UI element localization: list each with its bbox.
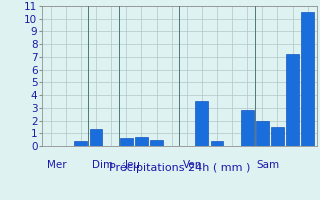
Bar — [150, 140, 163, 146]
Bar — [120, 138, 133, 146]
Bar — [301, 12, 314, 146]
Bar — [196, 101, 208, 146]
Text: Mer: Mer — [47, 160, 67, 170]
Text: Dim: Dim — [92, 160, 113, 170]
Bar — [211, 141, 223, 146]
Bar — [271, 127, 284, 146]
Bar — [135, 137, 148, 146]
Bar — [256, 121, 269, 146]
Bar — [241, 110, 254, 146]
Text: Jeu: Jeu — [124, 160, 140, 170]
X-axis label: Précipitations 24h ( mm ): Précipitations 24h ( mm ) — [108, 163, 250, 173]
Bar — [286, 54, 299, 146]
Bar — [90, 129, 102, 146]
Text: Ven: Ven — [183, 160, 203, 170]
Bar — [75, 141, 87, 146]
Text: Sam: Sam — [257, 160, 280, 170]
